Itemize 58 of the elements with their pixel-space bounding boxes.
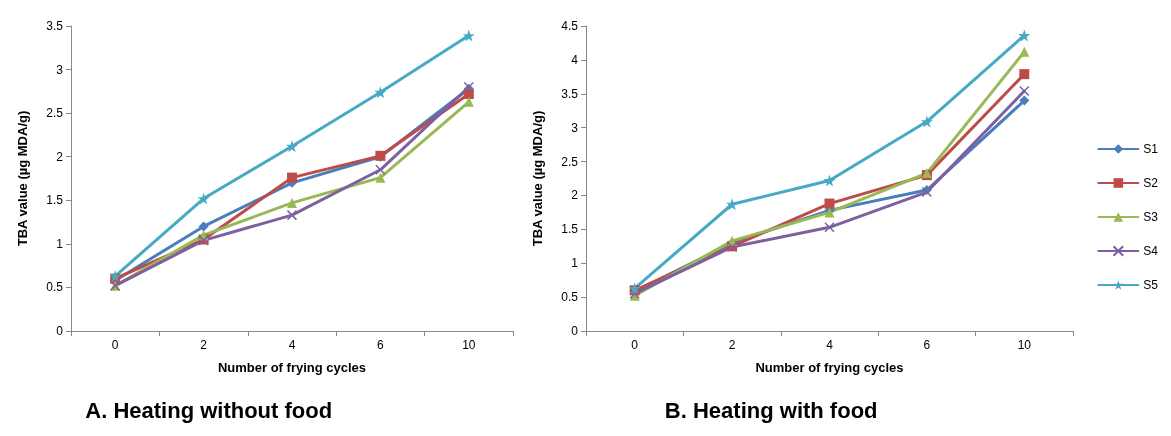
legend-label: S5	[1143, 278, 1159, 292]
x-tick-label: 10	[462, 338, 476, 352]
y-tick-label: 0.5	[561, 290, 579, 305]
x-axis-title: Number of frying cycles	[755, 360, 904, 375]
y-tick-label: 0	[56, 324, 64, 338]
point	[1019, 95, 1030, 106]
y-tick-label: 3.5	[46, 19, 64, 33]
x-tick-label: 10	[1017, 338, 1032, 352]
legend-label: S3	[1143, 210, 1159, 224]
y-tick-label: 4	[571, 52, 579, 67]
x-tick-label: 0	[111, 338, 119, 352]
point	[198, 221, 209, 232]
x-tick-label: 2	[728, 338, 736, 352]
y-tick-label: 2	[56, 149, 64, 164]
y-tick-label: 4.5	[561, 19, 579, 33]
x-tick-label: 4	[826, 338, 834, 352]
point	[197, 192, 210, 205]
x-tick-label: 6	[377, 338, 385, 352]
y-tick-label: 1	[56, 236, 64, 251]
y-axis-title: TBA value (µg MDA/g)	[15, 110, 30, 247]
y-tick-label: 3	[56, 62, 64, 77]
y-tick-label: 0.5	[46, 280, 64, 295]
x-axis-title: Number of frying cycles	[217, 360, 367, 375]
y-tick-label: 2.5	[46, 106, 64, 121]
text: B. Heating with food	[664, 397, 878, 423]
point	[286, 140, 298, 153]
point	[920, 115, 933, 128]
point	[1019, 85, 1030, 97]
y-axis-title: TBA value (µg MDA/g)	[530, 110, 545, 247]
point	[1019, 46, 1030, 57]
y-tick-label: 3.5	[561, 86, 579, 101]
y-tick-label: 1.5	[561, 222, 579, 237]
point	[823, 174, 836, 187]
y-tick-label: 1	[571, 256, 579, 271]
y-tick-label: 1.5	[46, 193, 64, 208]
text: A. Heating without food	[85, 397, 333, 423]
point	[824, 198, 835, 209]
y-tick-label: 0	[571, 324, 579, 338]
point	[374, 86, 387, 99]
y-tick-label: 2.5	[561, 154, 579, 169]
y-tick-label: 3	[571, 120, 579, 135]
legend-label: S2	[1143, 176, 1159, 190]
point	[286, 209, 298, 221]
point	[375, 164, 386, 176]
x-tick-label: 6	[923, 338, 931, 352]
point	[287, 172, 297, 183]
y-tick-label: 2	[571, 188, 579, 203]
x-tick-label: 0	[631, 338, 639, 352]
point	[287, 197, 297, 208]
point	[824, 222, 835, 233]
point	[1019, 69, 1030, 80]
point	[462, 29, 475, 42]
x-tick-label: 2	[200, 338, 208, 352]
legend-label: S4	[1143, 244, 1159, 258]
point	[1018, 29, 1031, 42]
point	[375, 172, 386, 183]
x-tick-label: 4	[288, 338, 296, 352]
legend-label: S1	[1143, 142, 1159, 156]
